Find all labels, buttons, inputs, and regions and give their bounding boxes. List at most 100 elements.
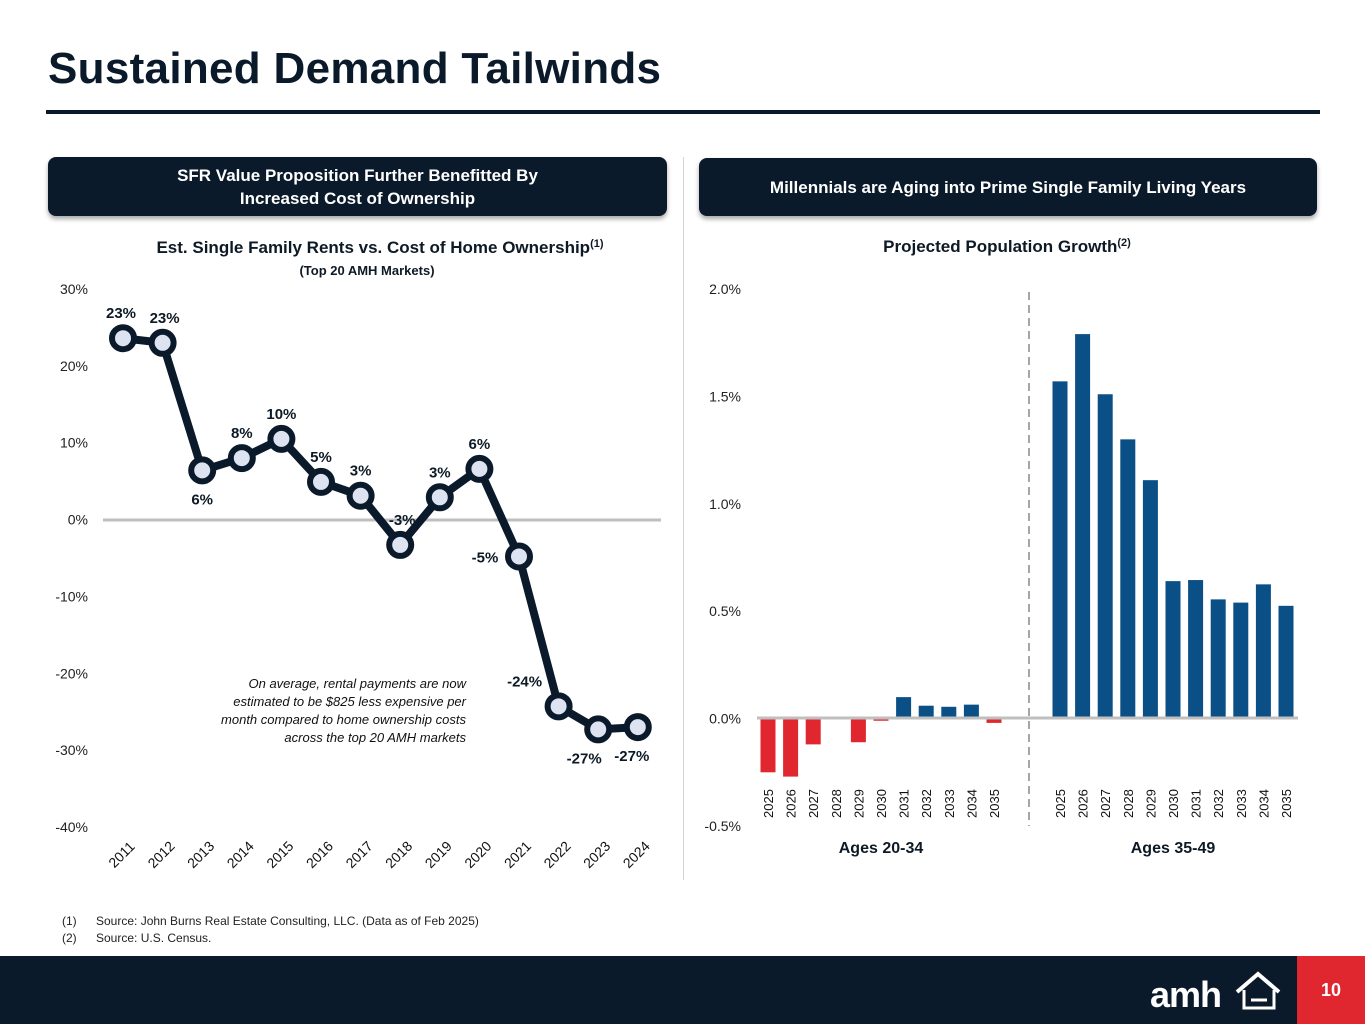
- x-tick-label: 2032: [1211, 789, 1226, 818]
- rent-annotation: On average, rental payments are now esti…: [221, 676, 468, 745]
- x-tick-label: 2011: [105, 838, 138, 871]
- y-tick-label: 20%: [60, 358, 88, 374]
- footnote-2-text: Source: U.S. Census.: [96, 931, 212, 945]
- y-tick-label: 2.0%: [709, 281, 741, 297]
- y-tick-label: 10%: [60, 435, 88, 451]
- left-x-axis: 2011 2012 2013 2014 2015 2016 2017 2018 2019 2020…: [105, 838, 653, 871]
- right-y-axis: 2.0% 1.5% 1.0% 0.5% 0.0% -0.5%: [704, 281, 741, 834]
- right-group-labels: Ages 20-34 Ages 35-49: [839, 840, 1216, 857]
- data-label: -3%: [389, 512, 416, 529]
- bar: [1120, 439, 1136, 719]
- left-banner-line1: SFR Value Proposition Further Benefitted…: [177, 165, 538, 185]
- left-y-axis: 30% 20% 10% 0% -10% -20% -30% -40%: [55, 281, 88, 835]
- data-point: [425, 483, 454, 512]
- house-roof-icon: [1235, 971, 1281, 1010]
- x-tick-label: 2024: [620, 838, 653, 871]
- footnote-2: (2) Source: U.S. Census.: [62, 930, 479, 947]
- data-label: -24%: [507, 673, 542, 690]
- bar: [963, 704, 979, 719]
- bar: [896, 697, 912, 719]
- bar: [805, 718, 821, 745]
- right-chart-title: Projected Population Growth(2): [883, 237, 1131, 256]
- x-tick-label: 2017: [342, 838, 375, 871]
- x-tick-label: 2028: [1121, 789, 1136, 818]
- data-point: [227, 444, 256, 473]
- data-label: 23%: [150, 310, 180, 327]
- x-tick-label: 2030: [1166, 789, 1181, 818]
- population-growth-chart: Projected Population Growth(2) 2.0% 1.5% 1…: [704, 237, 1298, 857]
- data-label: -27%: [567, 750, 602, 767]
- x-tick-label: 2029: [851, 789, 866, 818]
- left-chart-title-note: (1): [590, 238, 604, 250]
- page-title: Sustained Demand Tailwinds: [48, 44, 662, 93]
- bar: [1165, 581, 1181, 719]
- x-tick-label: 2031: [897, 789, 912, 818]
- x-tick-label: 2030: [874, 789, 889, 818]
- x-tick-label: 2013: [184, 838, 217, 871]
- data-point: [346, 481, 375, 510]
- left-banner-line2: Increased Cost of Ownership: [239, 188, 476, 208]
- x-tick-label: 2023: [580, 838, 613, 871]
- x-tick-label: 2032: [919, 789, 934, 818]
- x-tick-label: 2014: [224, 838, 257, 871]
- left-chart-title: Est. Single Family Rents vs. Cost of Hom…: [156, 238, 603, 257]
- right-x-axis: 2025 2026 2027 2028 2029 2030 2031 2032 2033 2034…: [761, 789, 1294, 818]
- x-tick-label: 2025: [1053, 789, 1068, 818]
- x-tick-label: 2015: [263, 838, 296, 871]
- left-banner: SFR Value Proposition Further Benefitted…: [48, 157, 667, 216]
- x-tick-label: 2026: [784, 789, 799, 818]
- bar: [986, 718, 1002, 723]
- bar: [918, 705, 934, 719]
- left-chart-subtitle: (Top 20 AMH Markets): [299, 263, 434, 278]
- data-label: 6%: [469, 436, 491, 453]
- data-point: [584, 715, 613, 744]
- data-label: 10%: [266, 406, 296, 423]
- data-label: -5%: [472, 549, 499, 566]
- x-tick-label: 2034: [964, 789, 979, 818]
- x-tick-label: 2028: [829, 789, 844, 818]
- series-line: [119, 334, 642, 734]
- bar: [1075, 334, 1091, 719]
- data-point: [188, 456, 217, 485]
- bar: [1278, 605, 1294, 719]
- page-number: 10: [1297, 956, 1365, 1024]
- rent-vs-ownership-chart: Est. Single Family Rents vs. Cost of Hom…: [55, 238, 661, 871]
- x-tick-label: 2025: [761, 789, 776, 818]
- footnotes: (1) Source: John Burns Real Estate Consu…: [62, 913, 479, 947]
- right-bars: [760, 334, 1294, 777]
- x-tick-label: 2020: [461, 838, 494, 871]
- x-tick-label: 2027: [1098, 789, 1113, 818]
- right-banner-text: Millennials are Aging into Prime Single …: [769, 177, 1247, 197]
- footer-bar: [0, 956, 1365, 1024]
- data-point: [505, 542, 533, 571]
- x-tick-label: 2026: [1076, 789, 1091, 818]
- data-point: [267, 424, 296, 453]
- annotation-line-2: estimated to be $825 less expensive per: [233, 694, 466, 709]
- data-point: [623, 713, 652, 742]
- footnote-1: (1) Source: John Burns Real Estate Consu…: [62, 913, 479, 930]
- data-label: -27%: [614, 748, 649, 765]
- y-tick-label: -10%: [55, 588, 88, 604]
- bar: [1210, 599, 1226, 719]
- bar: [1255, 584, 1271, 719]
- data-point: [109, 324, 137, 353]
- data-label: 5%: [310, 449, 332, 466]
- x-tick-label: 2033: [942, 789, 957, 818]
- y-tick-label: 1.0%: [709, 496, 741, 512]
- y-tick-label: -0.5%: [704, 818, 741, 834]
- x-tick-label: 2021: [501, 838, 534, 871]
- bar: [873, 718, 889, 721]
- y-tick-label: 30%: [60, 281, 88, 297]
- data-label: 8%: [231, 425, 253, 442]
- data-point: [465, 454, 494, 483]
- group-label: Ages 35-49: [1131, 840, 1216, 857]
- group-label: Ages 20-34: [839, 840, 924, 857]
- bar: [1097, 394, 1113, 719]
- bar: [850, 718, 866, 743]
- y-tick-label: 0.0%: [709, 711, 741, 727]
- bar: [1233, 602, 1249, 719]
- x-tick-label: 2012: [144, 838, 177, 871]
- logo-text: amh: [1150, 974, 1222, 1015]
- y-tick-label: -40%: [55, 819, 88, 835]
- annotation-line-3: month compared to home ownership costs: [221, 712, 466, 727]
